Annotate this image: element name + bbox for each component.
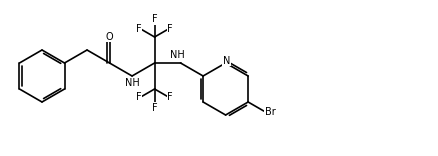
Text: NH: NH — [170, 50, 185, 60]
Text: F: F — [136, 24, 142, 34]
Text: Br: Br — [265, 107, 275, 117]
Text: NH: NH — [125, 78, 139, 88]
Text: O: O — [106, 32, 113, 42]
Text: F: F — [152, 14, 157, 24]
Text: F: F — [167, 92, 173, 102]
Text: F: F — [136, 92, 142, 102]
Text: F: F — [167, 24, 173, 34]
Text: N: N — [223, 56, 230, 66]
Text: F: F — [152, 103, 157, 113]
